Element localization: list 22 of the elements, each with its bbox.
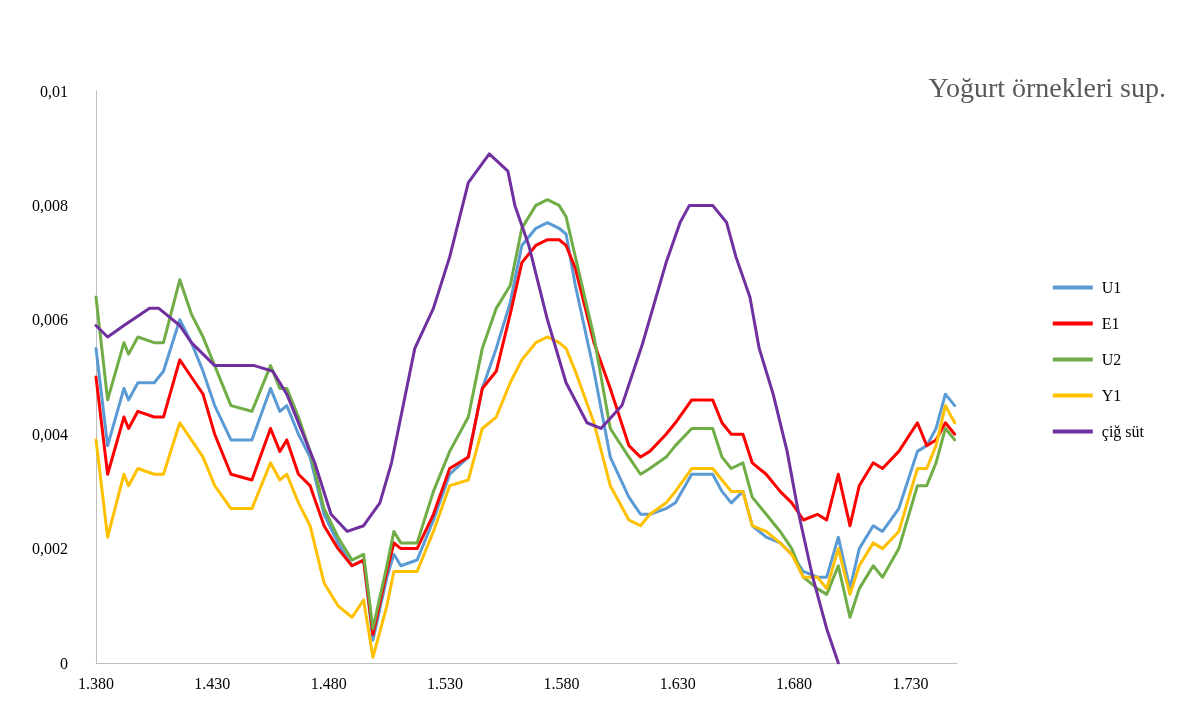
x-tick-label: 1.730 bbox=[892, 674, 929, 692]
line-series bbox=[94, 335, 957, 659]
line-series bbox=[94, 152, 840, 665]
y-tick-label: 0 bbox=[60, 654, 68, 672]
x-tick-label: 1.430 bbox=[194, 674, 231, 692]
y-tick-label: 0,006 bbox=[32, 311, 68, 329]
x-tick-label: 1.580 bbox=[543, 674, 580, 692]
text: Yoğurt örnekleri sup. bbox=[928, 71, 1166, 103]
x-tick-label: 1.530 bbox=[427, 674, 464, 692]
x-tick-label: 1.380 bbox=[78, 674, 114, 692]
x-tick-label: 1.630 bbox=[659, 674, 696, 692]
y-tick-label: 0,008 bbox=[32, 196, 68, 214]
legend-label: Y1 bbox=[1101, 387, 1122, 404]
legend-label: U2 bbox=[1101, 351, 1122, 368]
y-tick-label: 0,002 bbox=[32, 540, 68, 558]
legend-label: çiğ süt bbox=[1101, 423, 1145, 441]
x-tick-label: 1.680 bbox=[776, 674, 813, 692]
legend-label: U1 bbox=[1101, 279, 1122, 296]
y-tick-label: 0,01 bbox=[40, 82, 68, 100]
x-tick-label: 1.480 bbox=[310, 674, 347, 692]
legend-label: E1 bbox=[1101, 315, 1120, 332]
y-tick-label: 0,004 bbox=[32, 425, 68, 443]
